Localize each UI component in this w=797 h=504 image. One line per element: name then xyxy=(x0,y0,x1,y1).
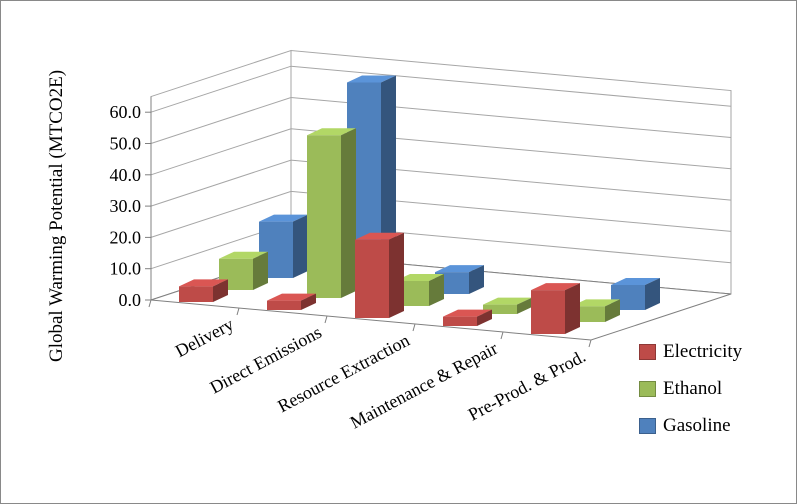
legend: Electricity Ethanol Gasoline xyxy=(639,341,742,437)
bar-electricity-5 xyxy=(531,283,580,334)
bar-front-face xyxy=(179,286,213,302)
bar-side-face xyxy=(605,299,620,322)
legend-item-electricity: Electricity xyxy=(639,341,742,363)
bar-electricity-1 xyxy=(179,279,228,302)
y-tick-label: 40.0 xyxy=(110,165,142,185)
bar-ethanol-4 xyxy=(483,297,532,314)
y-axis-title: Global Warming Potential (MTCO2E) xyxy=(46,69,67,363)
bar-side-face xyxy=(341,128,356,298)
category-label-1: Delivery xyxy=(172,314,237,361)
bar-side-face xyxy=(213,279,228,302)
bar-electricity-3 xyxy=(355,232,404,318)
bar-top-face xyxy=(347,75,396,83)
category-tick xyxy=(148,299,152,308)
gridline-40.0 xyxy=(150,128,732,176)
bar-electricity-4 xyxy=(443,309,492,326)
bar-side-face xyxy=(517,297,532,314)
bar-top-face xyxy=(395,273,444,281)
category-tick xyxy=(412,323,416,332)
legend-label-electricity: Electricity xyxy=(663,341,743,362)
legend-label-ethanol: Ethanol xyxy=(663,378,723,399)
bar-top-face xyxy=(307,128,356,136)
bar-top-face xyxy=(483,297,532,305)
gridline-60.0 xyxy=(150,65,732,113)
bar-top-face xyxy=(355,232,404,240)
bar-top-face xyxy=(531,283,580,291)
ethanol-swatch xyxy=(639,381,656,397)
electricity-swatch xyxy=(639,344,656,360)
y-tick-label: 60.0 xyxy=(110,102,142,122)
bar-ethanol-2 xyxy=(307,128,356,298)
bar-side-face xyxy=(469,265,484,294)
legend-item-gasoline: Gasoline xyxy=(639,415,742,437)
gasoline-swatch xyxy=(639,418,656,434)
y-tick-label: 30.0 xyxy=(110,196,142,216)
gridline-50.0 xyxy=(150,96,732,144)
bar-front-face xyxy=(443,316,477,326)
category-tick xyxy=(324,315,328,324)
bar-top-face xyxy=(259,214,308,222)
y-tick-label: 10.0 xyxy=(110,259,142,279)
bar-electricity-2 xyxy=(267,293,316,310)
bar-top-face xyxy=(571,299,620,307)
bar-top-face xyxy=(267,293,316,301)
bar-top-face xyxy=(219,251,268,259)
bar-front-face xyxy=(267,300,301,310)
bar-side-face xyxy=(389,232,404,318)
gridline-30.0 xyxy=(150,159,732,207)
bar-side-face xyxy=(645,277,660,310)
category-tick xyxy=(236,307,240,316)
y-tick-label: 0.0 xyxy=(119,290,142,310)
y-tick-label: 20.0 xyxy=(110,227,142,247)
bar-side-face xyxy=(565,283,580,334)
bar-side-face xyxy=(253,251,268,290)
bar-front-face xyxy=(355,239,389,318)
legend-label-gasoline: Gasoline xyxy=(663,415,731,436)
bar-top-face xyxy=(443,309,492,317)
bar-side-face xyxy=(301,293,316,310)
bar-side-face xyxy=(293,214,308,278)
bar-side-face xyxy=(429,273,444,306)
legend-item-ethanol: Ethanol xyxy=(639,378,742,400)
bar-front-face xyxy=(307,135,341,298)
bar-top-face xyxy=(435,265,484,273)
bar-top-face xyxy=(611,277,660,285)
bar-top-face xyxy=(179,279,228,287)
gridline-20.0 xyxy=(150,190,732,238)
category-tick xyxy=(588,339,592,348)
category-tick xyxy=(500,331,504,340)
bar-front-face xyxy=(531,290,565,334)
bar-side-face xyxy=(477,309,492,326)
y-tick-label: 50.0 xyxy=(110,134,142,154)
